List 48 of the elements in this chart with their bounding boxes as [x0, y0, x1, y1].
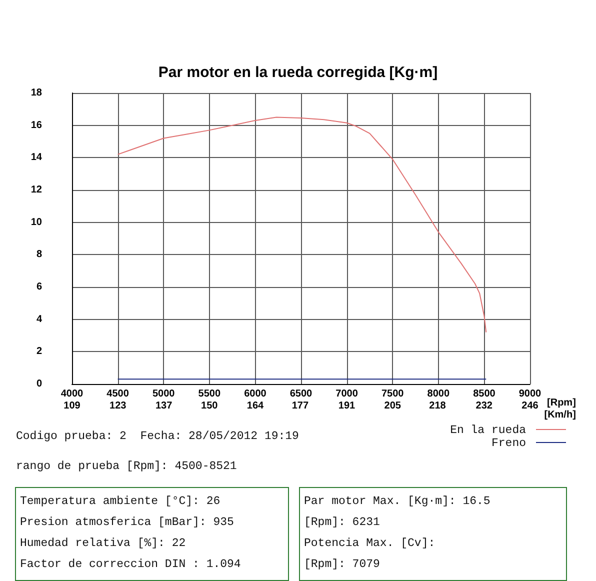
chart-title: Par motor en la rueda corregida [Kg·m] [158, 64, 438, 81]
text: Par motor Max. [Kg·m]: 16.5 [304, 494, 492, 510]
x-tick-label: 4500 [106, 388, 130, 400]
x2-tick-label: 164 [246, 400, 264, 412]
y-tick-label: 4 [36, 314, 42, 325]
x-tick-label: 9000 [518, 388, 542, 400]
text: [Rpm]: 6231 [304, 515, 381, 531]
y-tick-label: 14 [30, 152, 42, 164]
legend-label: En la rueda [450, 424, 526, 437]
y-tick-label: 18 [30, 88, 42, 98]
text: Presion atmosferica [mBar]: 935 [20, 515, 235, 531]
x2-tick-label: 137 [155, 400, 173, 412]
text: Factor de correccion DIN : 1.094 [20, 557, 242, 573]
text: rango de prueba [Rpm]: 4500-8521 [16, 460, 237, 473]
x-tick-label: 4000 [60, 388, 84, 400]
x2-tick-label: 191 [338, 400, 356, 412]
x2-tick-label: 232 [476, 400, 493, 412]
x-tick-label: 6000 [244, 388, 267, 400]
x-tick-label: 5500 [198, 388, 221, 400]
y-tick-label: 0 [36, 378, 42, 390]
y-tick-label: 10 [30, 216, 42, 228]
text: Humedad relativa [%]: 22 [20, 536, 187, 552]
text: Temperatura ambiente [°C]: 26 [20, 494, 222, 510]
x2-tick-label: 218 [429, 400, 446, 412]
x-tick-label: 8500 [473, 388, 496, 400]
text: Potencia Max. [Cv]: [304, 536, 436, 552]
x2-tick-label: 205 [384, 400, 402, 412]
line-series [117, 116, 487, 333]
y-tick-label: 6 [36, 282, 42, 292]
x2-tick-label: 150 [201, 400, 218, 412]
y-tick-label: 8 [36, 249, 42, 260]
x2-axis-title: [Km/h] [544, 410, 576, 420]
x2-tick-label: 123 [110, 400, 127, 412]
legend-label: Freno [491, 437, 526, 450]
x2-tick-label: 109 [64, 400, 81, 412]
y-tick-label: 2 [36, 346, 42, 358]
y-tick-label: 16 [30, 120, 42, 131]
text: [Rpm]: 7079 [304, 557, 381, 573]
x-tick-label: 7000 [336, 388, 358, 400]
x-tick-label: 6500 [290, 388, 313, 400]
x-tick-label: 8000 [427, 388, 450, 400]
x-tick-label: 7500 [381, 388, 404, 400]
y-tick-label: 12 [30, 184, 42, 196]
text: Codigo prueba: 2 Fecha: 28/05/2012 19:19 [16, 430, 299, 443]
x-axis-title: [Rpm] [547, 398, 576, 408]
x-tick-label: 5000 [152, 388, 176, 400]
x2-tick-label: 177 [292, 400, 309, 412]
x2-tick-label: 246 [522, 400, 539, 412]
